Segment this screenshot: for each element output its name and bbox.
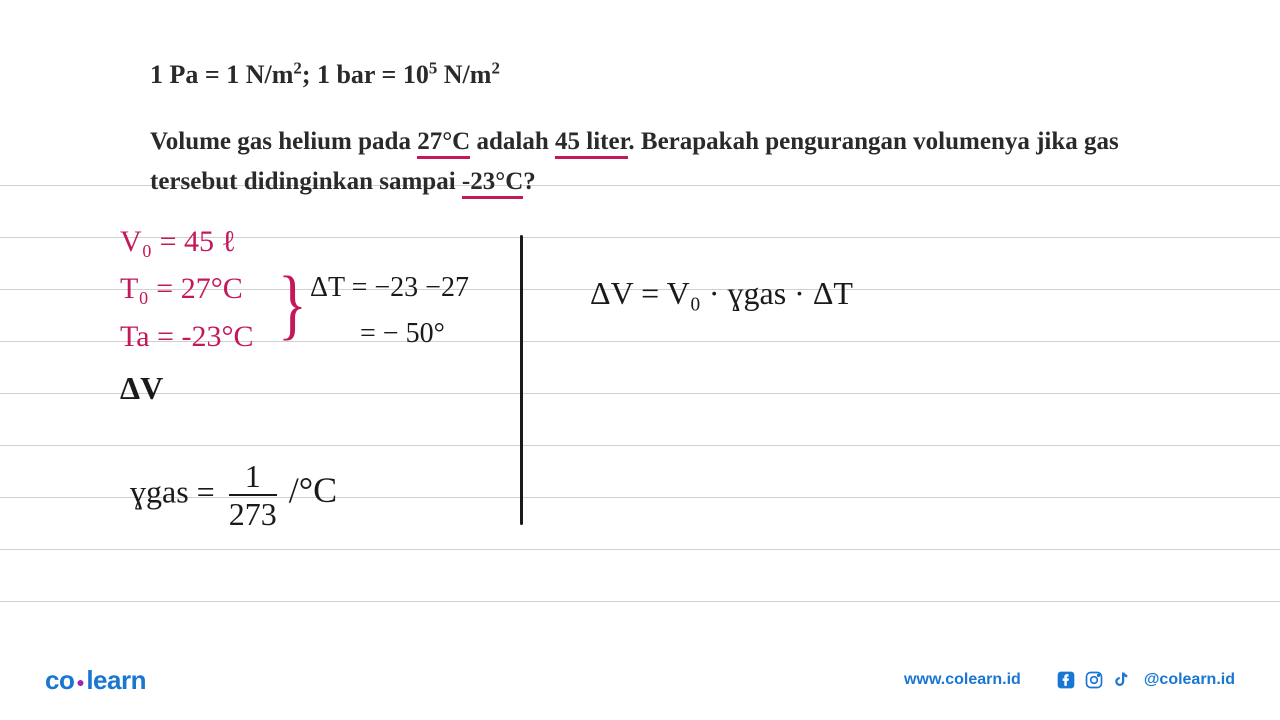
hw-dt-1: ΔT = −23 −27 [310,272,469,304]
gamma-label: ɣgas = [130,473,215,509]
social-handle: @colearn.id [1144,671,1235,689]
hw-dt-2: = − 50° [360,318,445,350]
logo-dot-icon: ● [76,674,84,690]
instagram-icon [1084,670,1104,690]
logo-learn: learn [86,665,146,695]
divider [520,235,523,525]
hw-t0: T₀ = 27°C [120,272,243,306]
unit-formula: 1 Pa = 1 N/m2; 1 bar = 105 N/m2 [150,55,1180,94]
gamma-num: 1 [229,460,277,496]
gamma-den: 273 [229,496,277,530]
content-area: 1 Pa = 1 N/m2; 1 bar = 105 N/m2 Volume g… [150,55,1180,202]
hw-ta: Ta = -23°C [120,320,253,354]
highlight-temp-2: -23°C [462,168,523,199]
highlight-temp-1: 27°C [417,128,470,159]
formula-sq-2: 2 [491,58,499,77]
highlight-volume: 45 liter [555,128,628,159]
formula-sq-1: 2 [293,58,301,77]
footer-url: www.colearn.id [904,671,1021,689]
hw-gamma: ɣgas = 1 273 /°C [130,460,337,530]
problem-mid-1: adalah [470,128,555,155]
hw-dv: ΔV [120,370,163,407]
gamma-unit: /°C [289,470,337,510]
problem-end: ? [523,168,536,195]
formula-part-1: 1 Pa = 1 N/m [150,60,293,89]
hw-v0: V₀ = 45 ℓ [120,225,236,259]
facebook-icon [1056,670,1076,690]
social-icons: @colearn.id [1056,670,1235,690]
gamma-fraction: 1 273 [229,460,277,530]
problem-text: Volume gas helium pada 27°C adalah 45 li… [150,122,1180,202]
tiktok-icon [1112,670,1132,690]
formula-part-3: N/m [437,60,491,89]
formula-exp: 5 [429,58,437,77]
brace-icon: } [278,260,307,350]
logo-co: co [45,665,74,695]
hw-formula: ΔV = V₀ · ɣgas · ΔT [590,275,853,312]
footer: co●learn www.colearn.id @colearn.id [0,660,1280,700]
formula-part-2: ; 1 bar = 10 [302,60,429,89]
problem-pre: Volume gas helium pada [150,128,417,155]
logo: co●learn [45,665,146,696]
